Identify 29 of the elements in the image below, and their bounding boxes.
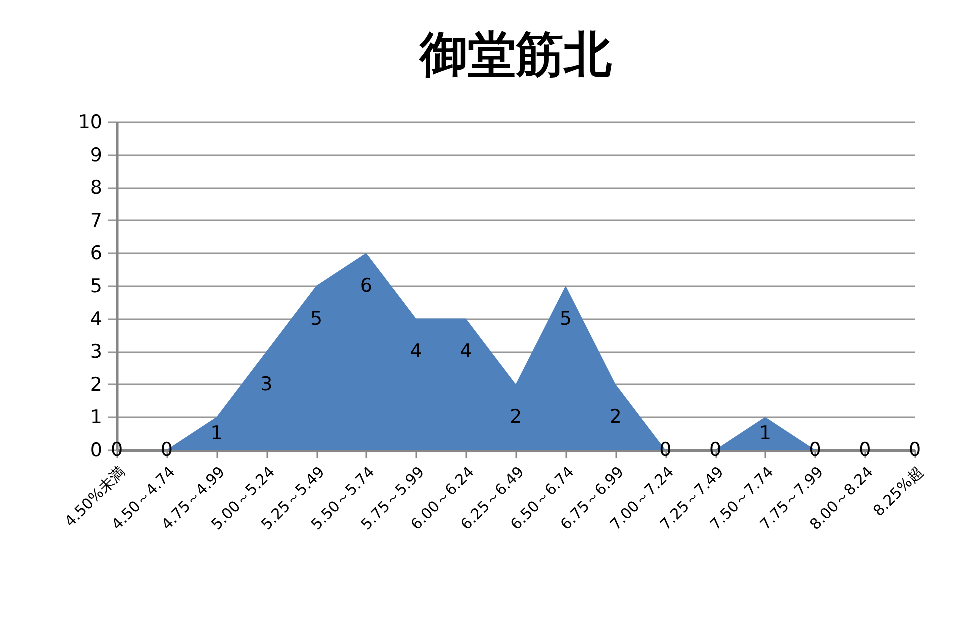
data-label: 0	[110, 439, 124, 461]
y-tick-label: 10	[78, 112, 102, 134]
data-label: 1	[210, 422, 223, 445]
data-label: 2	[510, 406, 522, 428]
y-tick-label: 9	[90, 144, 102, 166]
data-label: 3	[260, 373, 273, 396]
chart-title: 御堂筋北	[418, 27, 612, 83]
y-tick-label: 4	[90, 308, 102, 330]
y-tick-label: 1	[90, 406, 102, 429]
y-tick-label: 2	[90, 374, 102, 396]
data-label: 0	[160, 439, 173, 461]
y-tick-label: 8	[90, 177, 102, 200]
data-label: 0	[809, 439, 822, 461]
y-tick-label: 7	[90, 210, 102, 232]
y-tick-label: 3	[90, 341, 102, 364]
y-tick-label: 5	[90, 276, 102, 298]
data-label: 0	[709, 439, 722, 461]
data-label: 6	[360, 275, 372, 297]
y-tick-label: 6	[90, 242, 102, 265]
data-label: 5	[560, 308, 572, 330]
data-label: 0	[908, 439, 922, 461]
data-label: 5	[310, 308, 323, 330]
data-label: 0	[859, 439, 872, 461]
data-label: 4	[460, 340, 472, 363]
data-label: 1	[759, 422, 772, 445]
data-label: 0	[660, 439, 672, 461]
y-tick-label: 0	[90, 440, 102, 462]
data-label: 2	[610, 406, 622, 428]
data-label: 4	[410, 340, 422, 363]
